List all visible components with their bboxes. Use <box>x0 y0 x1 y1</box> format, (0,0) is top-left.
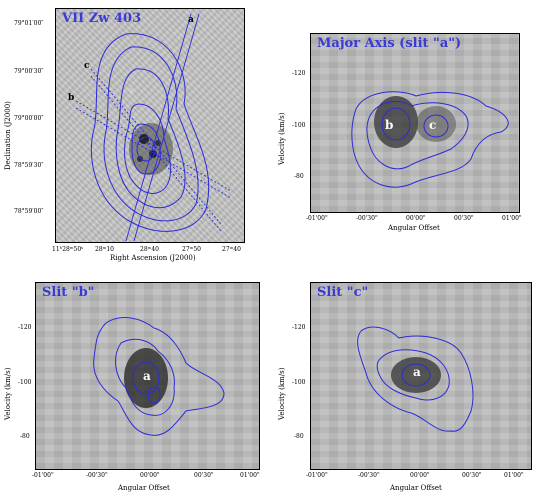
sky-ytick: 78°59′30″ <box>14 162 44 169</box>
slit-label-a: a <box>188 15 194 25</box>
slit-a-xlabel: Angular Offset <box>388 224 440 232</box>
slit-b-xtick: 00'30" <box>194 472 214 479</box>
sky-contours <box>75 13 232 242</box>
slit-b-title: Slit "b" <box>42 285 95 300</box>
sky-ytick: 79°01′00″ <box>14 20 44 27</box>
slit-label-c: c <box>84 61 90 71</box>
slit-b-xtick: -00'30" <box>86 472 108 479</box>
slit-a-title: Major Axis (slit "a") <box>317 36 462 51</box>
sky-title: VII Zw 403 <box>62 11 142 26</box>
panel-slit-a: Major Axis (slit "a") b c -120 -100 -80 … <box>270 25 540 240</box>
slit-a-xtick: -01'00" <box>306 215 328 222</box>
slit-a-frame: Major Axis (slit "a") b c <box>310 33 520 213</box>
slit-a-xtick: -00'30" <box>356 215 378 222</box>
slit-b-ytick: -100 <box>18 379 32 386</box>
slit-c-xtick: 01'00" <box>504 472 524 479</box>
slit-c-xtick: 00'30" <box>462 472 482 479</box>
slit-b-frame: Slit "b" a <box>35 282 260 470</box>
panel-sky-image: VII Zw 403 a c b 79°01′00″ 79°00′30″ 79°… <box>0 0 260 262</box>
sky-xtick: 27ᵐ40 <box>222 246 241 253</box>
slit-b-xtick: 01'00" <box>240 472 260 479</box>
slit-a-knot-b: b <box>385 118 394 132</box>
slit-a-ytick: -100 <box>292 122 306 129</box>
panel-slit-b: Slit "b" a -120 -100 -80 Velocity (km/s)… <box>0 280 270 501</box>
slit-c-ytick: -120 <box>292 324 306 331</box>
slit-c-frame: Slit "c" a <box>310 282 532 470</box>
sky-xtick: 11ʰ28ᵐ50ˢ <box>52 246 84 253</box>
panel-slit-c: Slit "c" a -120 -100 -80 Velocity (km/s)… <box>270 280 540 501</box>
slit-a-ylabel: Velocity (km/s) <box>278 112 286 165</box>
slit-b-ytick: -80 <box>20 433 30 440</box>
slit-b-knot-a: a <box>143 369 151 383</box>
slit-c-title: Slit "c" <box>317 285 369 300</box>
slit-c-ylabel: Velocity (km/s) <box>278 367 286 420</box>
slit-c-xtick: -01'00" <box>306 472 328 479</box>
slit-label-b: b <box>68 93 75 103</box>
slit-b-xtick: 00'00" <box>140 472 160 479</box>
slit-a-ytick: -120 <box>292 70 306 77</box>
sky-ytick: 79°00′00″ <box>14 115 44 122</box>
sky-xtick: 28ᵐ40 <box>140 246 159 253</box>
slit-b-xtick: -01'00" <box>32 472 54 479</box>
slit-a-xtick: 00'30" <box>454 215 474 222</box>
slit-a-xtick: 01'00" <box>502 215 522 222</box>
slit-c-contours <box>357 326 474 432</box>
slit-a-ytick: -80 <box>294 173 304 180</box>
slit-c-ytick: -100 <box>292 379 306 386</box>
slit-a-contours <box>351 91 509 188</box>
sky-xlabel: Right Ascension (J2000) <box>110 254 196 262</box>
slit-b-ytick: -120 <box>18 324 32 331</box>
slit-b-contours <box>93 317 225 436</box>
slit-b-xlabel: Angular Offset <box>118 484 170 492</box>
sky-xtick: 28ᵐ10 <box>95 246 114 253</box>
sky-ytick: 79°00′30″ <box>14 68 44 75</box>
slit-c-ytick: -80 <box>294 433 304 440</box>
sky-xtick: 27ᵐ50 <box>182 246 201 253</box>
sky-image-frame: VII Zw 403 a c b <box>55 8 245 243</box>
slit-c-xlabel: Angular Offset <box>390 484 442 492</box>
slit-b-ylabel: Velocity (km/s) <box>4 367 12 420</box>
slit-a-knot-c: c <box>429 118 437 132</box>
sky-ytick: 78°59′00″ <box>14 208 44 215</box>
sky-ylabel: Declination (J2000) <box>4 101 12 170</box>
slit-c-xtick: -00'30" <box>358 472 380 479</box>
slit-a-xtick: 00'00" <box>406 215 426 222</box>
slit-c-knot-a: a <box>413 365 421 379</box>
slit-c-xtick: 00'00" <box>410 472 430 479</box>
